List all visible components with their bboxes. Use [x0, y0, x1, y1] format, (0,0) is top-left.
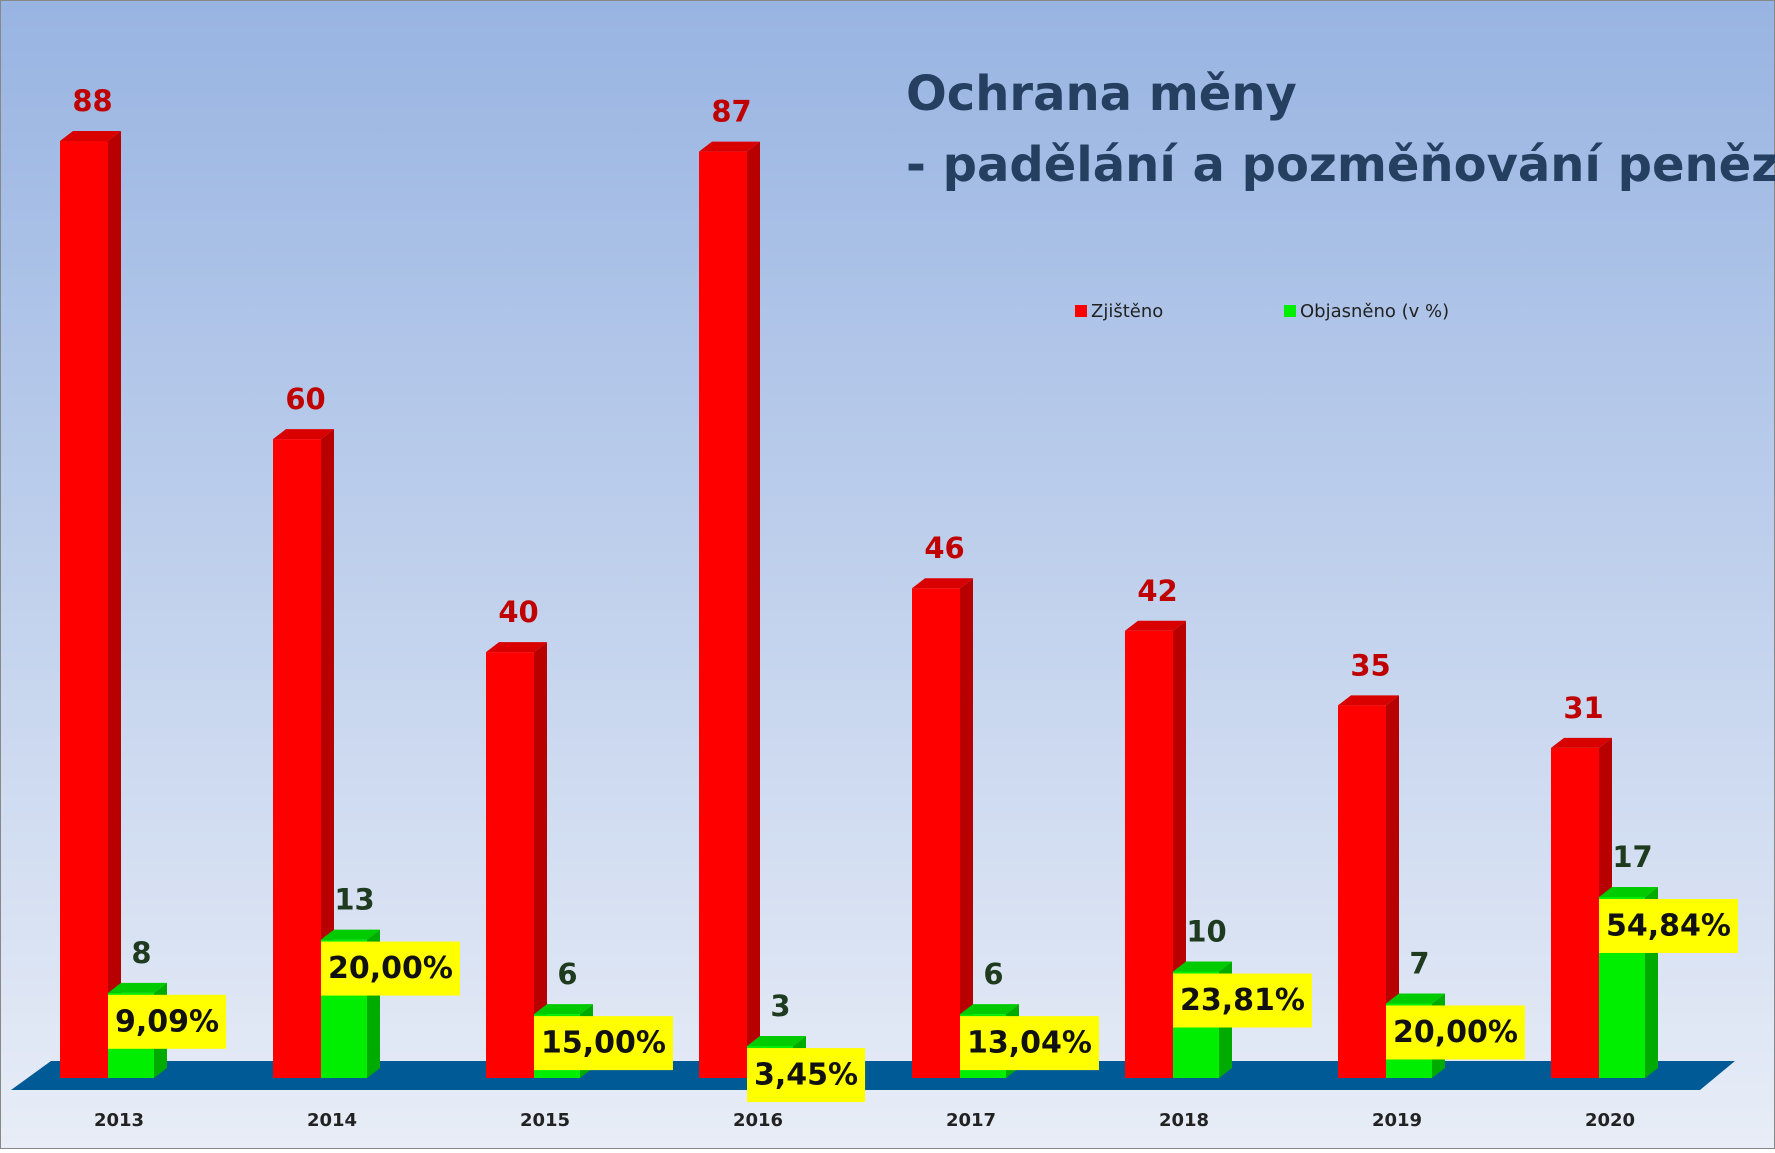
bar-face [321, 429, 334, 1078]
x-tick-label: 2019 [1372, 1110, 1422, 1131]
bar-face [699, 151, 747, 1079]
bar [1338, 695, 1399, 1078]
annotation-box [321, 941, 460, 996]
annotation-box [108, 994, 227, 1049]
data-label: 3 [770, 989, 790, 1023]
bar-face [108, 131, 121, 1078]
bar-face [321, 929, 380, 940]
annotation-box [747, 1048, 866, 1103]
bar-face [486, 642, 547, 653]
bar-face [1386, 993, 1445, 1004]
chart-title: Ochrana měny [906, 66, 1297, 122]
data-label: 6 [557, 957, 577, 991]
data-label: 17 [1612, 840, 1652, 874]
bar [273, 429, 334, 1078]
data-label: 87 [711, 95, 751, 129]
data-label: 31 [1563, 691, 1603, 725]
bar [486, 642, 547, 1078]
bar-face [534, 642, 547, 1078]
annotation: 54,84% [1606, 908, 1731, 943]
bar-face [534, 1004, 593, 1015]
bar-face [912, 588, 960, 1078]
annotation-box [1386, 1005, 1525, 1060]
bar-face [1551, 737, 1612, 748]
data-label: 42 [1137, 574, 1177, 608]
chart-subtitle: - padělání a pozměňování peněz [906, 137, 1775, 193]
bar-face [1551, 747, 1599, 1078]
bar-face [108, 982, 167, 993]
annotation: 9,09% [115, 1004, 219, 1039]
annotation-box [960, 1016, 1099, 1071]
bar-face [1173, 620, 1186, 1078]
data-label: 35 [1350, 648, 1390, 682]
annotation-box [1599, 898, 1738, 953]
bar-face [699, 141, 760, 152]
bar-face [1338, 705, 1386, 1078]
data-label: 88 [72, 84, 112, 118]
bar [1125, 620, 1186, 1078]
x-tick-label: 2014 [307, 1110, 357, 1131]
x-tick-label: 2018 [1159, 1110, 1209, 1131]
bar-face [60, 141, 108, 1078]
floor [11, 1061, 1735, 1090]
x-tick-label: 2017 [946, 1110, 996, 1131]
bar-face [960, 1004, 1019, 1015]
annotation-box [534, 1016, 673, 1071]
bar-face [1173, 961, 1232, 972]
annotation: 13,04% [967, 1026, 1092, 1061]
bar-face [1125, 620, 1186, 631]
data-label: 6 [983, 957, 1003, 991]
bar-face [960, 578, 973, 1078]
legend-label: Zjištěno [1091, 301, 1163, 322]
data-label: 7 [1409, 946, 1429, 980]
bar-face [273, 429, 334, 440]
bar-face [273, 439, 321, 1078]
bar-face [747, 1036, 806, 1047]
bar-face [486, 652, 534, 1078]
annotation: 20,00% [1393, 1015, 1518, 1050]
bar [60, 131, 121, 1078]
bar-face [1125, 630, 1173, 1078]
annotation: 15,00% [541, 1026, 666, 1061]
x-tick-label: 2015 [520, 1110, 570, 1131]
bar [699, 141, 760, 1079]
data-label: 60 [285, 382, 325, 416]
legend-label: Objasněno (v %) [1300, 301, 1449, 322]
legend-swatch [1284, 305, 1296, 317]
bar-face [1386, 695, 1399, 1078]
x-tick-label: 2016 [733, 1110, 783, 1131]
data-label: 46 [924, 531, 964, 565]
bar-face [1599, 886, 1658, 897]
legend-swatch [1075, 305, 1087, 317]
annotation: 20,00% [328, 951, 453, 986]
annotation: 23,81% [1180, 983, 1305, 1018]
bar-face [747, 141, 760, 1079]
data-label: 40 [498, 595, 538, 629]
x-tick-label: 2013 [94, 1110, 144, 1131]
annotation-box [1173, 973, 1312, 1028]
annotation: 3,45% [754, 1058, 858, 1093]
x-tick-label: 2020 [1585, 1110, 1635, 1131]
data-label: 13 [334, 883, 374, 917]
data-label: 8 [131, 936, 151, 970]
bar-face [1338, 695, 1399, 706]
data-label: 10 [1186, 915, 1226, 949]
bar-face [60, 131, 121, 141]
bar-face [912, 578, 973, 589]
bar [912, 578, 973, 1078]
